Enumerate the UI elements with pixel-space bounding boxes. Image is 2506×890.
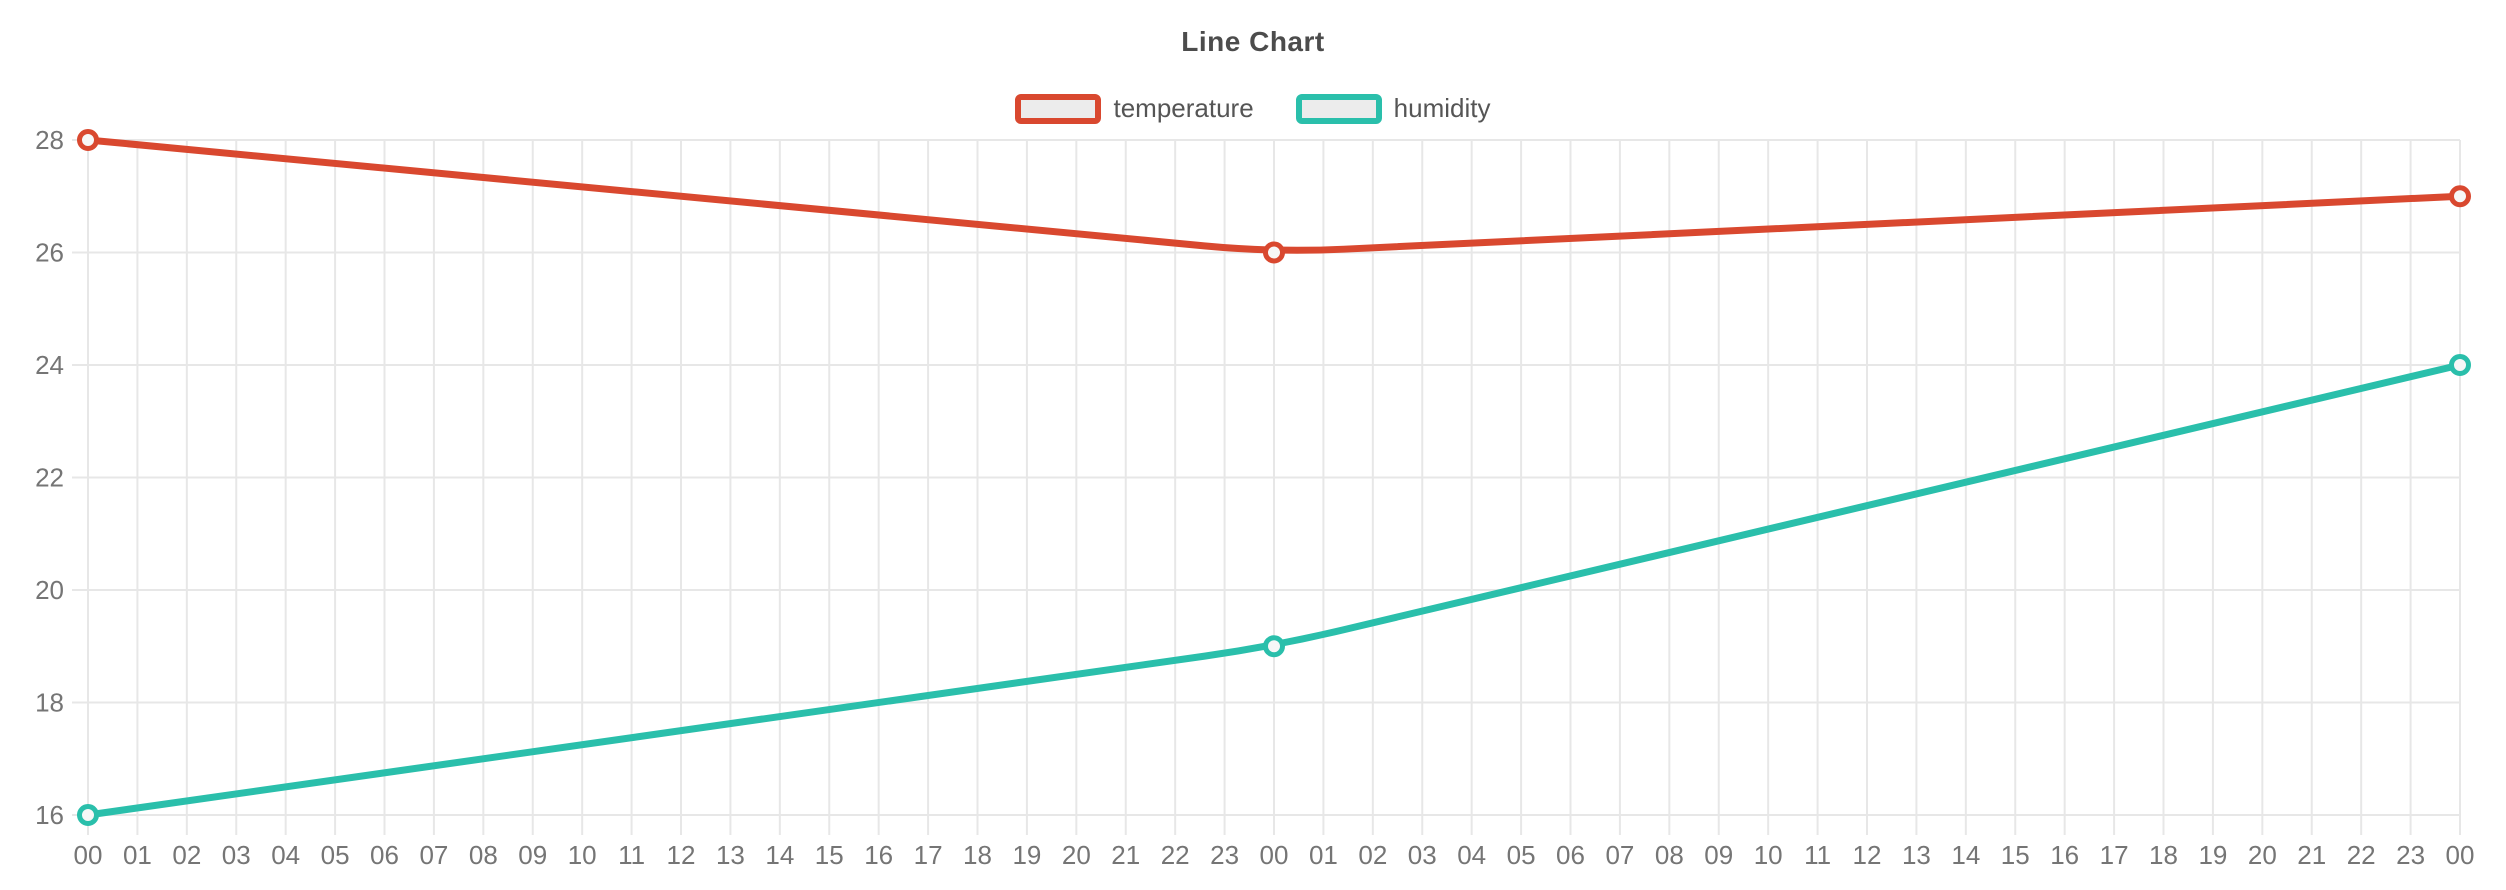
y-tick-label: 22: [35, 463, 64, 493]
x-tick-label: 12: [667, 840, 696, 870]
x-tick-label: 15: [2001, 840, 2030, 870]
temperature-legend-marker-icon: [1015, 93, 1102, 124]
x-tick-label: 20: [2248, 840, 2277, 870]
legend: temperature humidity: [0, 93, 2506, 124]
x-tick-label: 18: [2149, 840, 2178, 870]
x-tick-label: 03: [1408, 840, 1437, 870]
x-tick-label: 06: [1556, 840, 1585, 870]
x-tick-label: 21: [1111, 840, 1140, 870]
x-tick-label: 08: [469, 840, 498, 870]
humidity-point: [77, 804, 99, 826]
humidity-legend-marker-icon: [1295, 93, 1382, 124]
y-tick-label: 24: [35, 350, 64, 380]
x-tick-label: 14: [765, 840, 794, 870]
chart-title: Line Chart: [1181, 26, 1325, 57]
x-tick-label: 05: [1507, 840, 1536, 870]
x-tick-label: 16: [864, 840, 893, 870]
x-tick-label: 13: [1902, 840, 1931, 870]
legend-item-temperature[interactable]: temperature: [1015, 93, 1254, 124]
y-tick-label: 18: [35, 688, 64, 718]
x-tick-label: 15: [815, 840, 844, 870]
temperature-point: [1263, 241, 1285, 264]
y-tick-label: 26: [35, 238, 64, 268]
x-tick-label: 02: [1358, 840, 1387, 870]
humidity-legend-label: humidity: [1393, 93, 1491, 123]
x-tick-label: 07: [1605, 840, 1634, 870]
x-tick-label: 06: [370, 840, 399, 870]
x-tick-label: 12: [1853, 840, 1882, 870]
x-tick-label: 02: [172, 840, 201, 870]
temperature-legend-label: temperature: [1113, 93, 1254, 123]
humidity-point: [2449, 354, 2471, 376]
x-tick-label: 22: [2347, 840, 2376, 870]
x-tick-label: 09: [1704, 840, 1733, 870]
x-tick-label: 17: [2100, 840, 2129, 870]
y-tick-label: 20: [35, 575, 64, 605]
x-tick-label: 11: [618, 840, 645, 870]
legend-item-humidity[interactable]: humidity: [1295, 93, 1491, 124]
y-tick-label: 16: [35, 800, 64, 830]
x-tick-label: 07: [419, 840, 448, 870]
humidity-point: [1263, 635, 1285, 658]
x-tick-label: 23: [2396, 840, 2425, 870]
x-tick-label: 21: [2297, 840, 2326, 870]
x-tick-label: 20: [1062, 840, 1091, 870]
x-tick-label: 10: [568, 840, 597, 870]
x-tick-label: 22: [1161, 840, 1190, 870]
x-tick-label: 11: [1804, 840, 1831, 870]
x-tick-label: 10: [1754, 840, 1783, 870]
x-tick-label: 16: [2050, 840, 2079, 870]
x-tick-label: 00: [2446, 840, 2475, 870]
x-tick-label: 19: [1012, 840, 1041, 870]
x-tick-label: 05: [321, 840, 350, 870]
x-tick-label: 18: [963, 840, 992, 870]
x-tick-label: 01: [1309, 840, 1338, 870]
x-tick-label: 04: [271, 840, 300, 870]
x-tick-label: 04: [1457, 840, 1486, 870]
x-tick-label: 08: [1655, 840, 1684, 870]
x-tick-label: 17: [914, 840, 943, 870]
x-tick-label: 09: [518, 840, 547, 870]
temperature-point: [2449, 185, 2471, 208]
x-tick-label: 13: [716, 840, 745, 870]
x-tick-label: 00: [1260, 840, 1289, 870]
y-tick-label: 28: [35, 125, 64, 155]
x-tick-label: 03: [222, 840, 251, 870]
temperature-point: [77, 129, 99, 151]
x-tick-label: 00: [74, 840, 103, 870]
x-tick-label: 19: [2198, 840, 2227, 870]
x-tick-label: 14: [1951, 840, 1980, 870]
x-tick-label: 23: [1210, 840, 1239, 870]
x-tick-label: 01: [123, 840, 152, 870]
